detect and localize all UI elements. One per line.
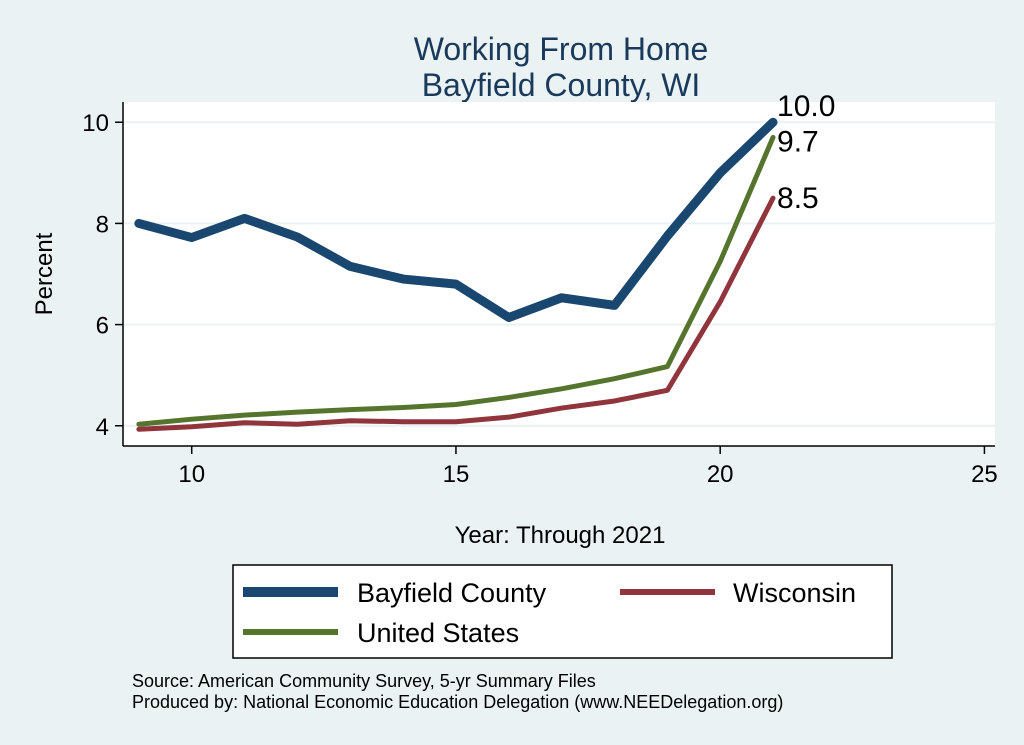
x-tick-label: 20 [707,461,734,488]
end-label-wisconsin: 8.5 [777,182,819,215]
x-tick-label: 10 [178,461,205,488]
y-tick-label: 6 [96,313,109,340]
end-label-bayfield: 10.0 [777,90,835,123]
series-line-bayfield [134,117,778,323]
y-tick-label: 10 [82,110,109,137]
source-note: Source: American Community Survey, 5-yr … [132,671,596,691]
x-tick-label: 15 [443,461,470,488]
plot-area [123,102,995,446]
chart-title-line-1: Working From Home [414,31,709,67]
legend-label-bayfield: Bayfield County [357,578,547,608]
y-tick-label: 8 [96,211,109,238]
legend: Bayfield County Wisconsin United States [232,564,893,659]
chart-title-line-2: Bayfield County, WI [422,67,701,103]
series-line-wisconsin [136,195,776,432]
series-line-united-states [136,134,776,427]
produced-by-note: Produced by: National Economic Education… [132,692,784,712]
legend-label-united-states: United States [357,618,519,648]
x-tick-label: 25 [971,461,998,488]
y-axis-label: Percent [31,232,58,315]
legend-label-wisconsin: Wisconsin [733,578,856,608]
end-label-united-states: 9.7 [777,125,819,158]
legend-box [232,564,893,659]
y-tick-label: 4 [96,414,109,441]
x-axis-label: Year: Through 2021 [455,522,666,549]
